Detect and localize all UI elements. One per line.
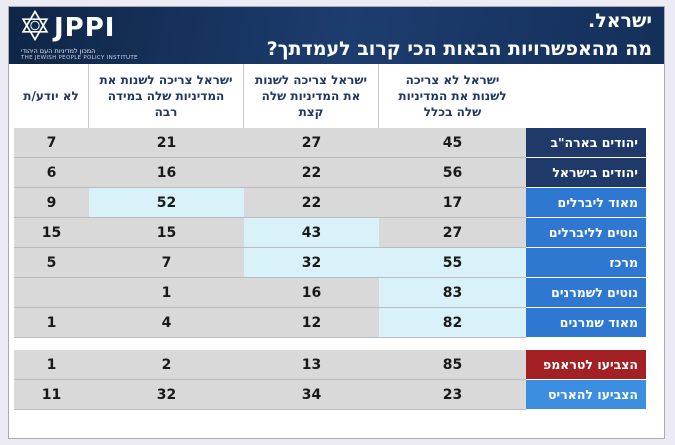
value-cell: 12 xyxy=(244,308,379,338)
value-cell: 22 xyxy=(244,158,379,188)
row-label: יהודים בארה"ב xyxy=(526,128,646,158)
value-cell: 27 xyxy=(244,128,379,158)
value-cell: 82 xyxy=(379,308,526,338)
table-row: 1 16 83 נוטים לשמרנים xyxy=(9,278,664,308)
value-cell: 34 xyxy=(244,380,379,410)
column-header-change-a-little: ישראל צריכה לשנות את המדיניות שלה קצת xyxy=(244,64,379,128)
value-cell: 85 xyxy=(379,350,526,380)
value-cell: 32 xyxy=(244,248,379,278)
row-label: הצביעו להאריס xyxy=(526,380,646,410)
value-cell: 5 xyxy=(14,248,89,278)
column-header-spacer xyxy=(526,64,664,128)
value-cell: 27 xyxy=(379,218,526,248)
value-cell: 9 xyxy=(14,188,89,218)
value-cell: 23 xyxy=(379,380,526,410)
value-cell: 45 xyxy=(379,128,526,158)
table-row: 5 7 32 55 מרכז xyxy=(9,248,664,278)
value-cell: 52 xyxy=(89,188,244,218)
column-header-dont-know: לא יודע/ת xyxy=(14,64,89,128)
logo-hebrew-subtitle: המכון למדיניות העם היהודי xyxy=(21,47,96,55)
table-row: 11 32 34 23 הצביעו להאריס xyxy=(9,380,664,410)
value-cell: 4 xyxy=(89,308,244,338)
column-header-change-a-lot: ישראל צריכה לשנות את המדיניות שלה במידה … xyxy=(89,64,244,128)
title-line-1: התגברות האנטישמיות בעולם ומדיניות ממשלת … xyxy=(249,0,652,32)
bottom-whitespace xyxy=(9,410,664,438)
value-cell: 15 xyxy=(14,218,89,248)
table-row: 6 16 22 56 יהודים בישראל xyxy=(9,158,664,188)
row-label: הצביעו לטראמפ xyxy=(526,350,646,380)
row-label: מרכז xyxy=(526,248,646,278)
row-label: נוטים לליברלים xyxy=(526,218,646,248)
row-label: יהודים בישראל xyxy=(526,158,646,188)
value-cell: 6 xyxy=(14,158,89,188)
value-cell: 16 xyxy=(244,278,379,308)
jppi-logo: JPPI המכון למדיניות העם היהודי THE JEWIS… xyxy=(9,9,216,61)
value-cell: 15 xyxy=(89,218,244,248)
value-cell: 7 xyxy=(89,248,244,278)
logo-english-subtitle: THE JEWISH PEOPLE POLICY INSTITUTE xyxy=(21,55,138,61)
value-cell: 1 xyxy=(89,278,244,308)
value-cell: 56 xyxy=(379,158,526,188)
table-row: 15 15 43 27 נוטים לליברלים xyxy=(9,218,664,248)
value-cell: 22 xyxy=(244,188,379,218)
table-row: 7 21 27 45 יהודים בארה"ב xyxy=(9,128,664,158)
value-cell: 21 xyxy=(89,128,244,158)
table-row: 9 52 22 17 מאוד ליברלים xyxy=(9,188,664,218)
group-divider-gap xyxy=(9,338,664,350)
value-cell: 7 xyxy=(14,128,89,158)
row-label: מאוד שמרנים xyxy=(526,308,646,338)
row-label: מאוד ליברלים xyxy=(526,188,646,218)
logo-brand-text: JPPI xyxy=(54,12,116,43)
value-cell: 55 xyxy=(379,248,526,278)
value-cell: 83 xyxy=(379,278,526,308)
value-cell: 17 xyxy=(379,188,526,218)
value-cell xyxy=(14,278,89,308)
value-cell: 1 xyxy=(14,350,89,380)
value-cell: 43 xyxy=(244,218,379,248)
row-label: נוטים לשמרנים xyxy=(526,278,646,308)
slide-frame: JPPI המכון למדיניות העם היהודי THE JEWIS… xyxy=(8,0,665,439)
star-of-david-icon xyxy=(21,9,49,45)
value-cell: 1 xyxy=(14,308,89,338)
column-header-row: לא יודע/ת ישראל צריכה לשנות את המדיניות … xyxy=(9,64,664,128)
header-band: JPPI המכון למדיניות העם היהודי THE JEWIS… xyxy=(9,0,664,87)
table-row: 1 2 13 85 הצביעו לטראמפ xyxy=(9,350,664,380)
column-header-no-change: ישראל לא צריכה לשנות את המדיניות שלה בכל… xyxy=(398,72,507,120)
value-cell: 16 xyxy=(89,158,244,188)
table-row: 1 4 12 82 מאוד שמרנים xyxy=(9,308,664,338)
value-cell: 11 xyxy=(14,380,89,410)
value-cell: 13 xyxy=(244,350,379,380)
value-cell: 2 xyxy=(89,350,244,380)
value-cell: 32 xyxy=(89,380,244,410)
